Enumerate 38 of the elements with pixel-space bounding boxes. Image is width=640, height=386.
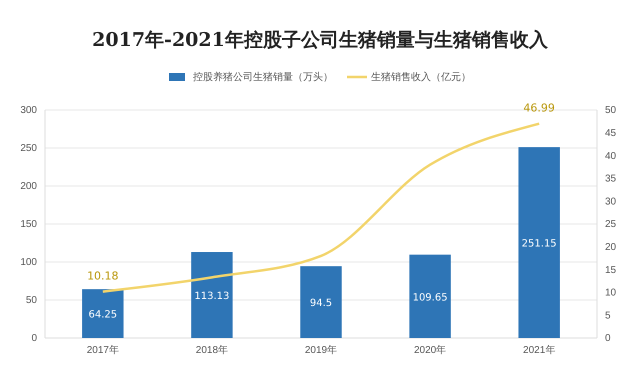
legend-label: 生猪销售收入（亿元） — [371, 71, 471, 83]
data-label: 64.25 — [88, 310, 118, 321]
x-tick-label: 2021年 — [523, 344, 556, 356]
y2-tick-label: 35 — [605, 174, 617, 185]
chart-title: 2017年-2021年控股子公司生猪销量与生猪销售收入 — [92, 29, 549, 51]
data-label: 251.15 — [522, 238, 557, 250]
bar — [300, 266, 342, 338]
x-tick-label: 2018年 — [196, 344, 228, 356]
y2-tick-label: 45 — [605, 128, 617, 139]
bar — [82, 289, 124, 338]
data-label: 10.18 — [87, 270, 119, 283]
y2-tick-label: 30 — [605, 196, 617, 208]
data-label: 94.5 — [310, 298, 332, 310]
y-tick-label: 250 — [20, 143, 38, 154]
y2-tick-label: 5 — [605, 310, 611, 322]
y2-tick-label: 15 — [605, 264, 617, 276]
legend-label: 控股养猪公司生猪销量（万头） — [193, 71, 333, 83]
x-tick-label: 2019年 — [304, 344, 338, 356]
bar — [518, 147, 560, 338]
y2-tick-label: 20 — [605, 242, 617, 253]
y-tick-label: 300 — [20, 105, 38, 116]
y-tick-label: 200 — [20, 181, 38, 192]
x-tick-label: 2017年 — [86, 344, 119, 356]
y2-tick-label: 50 — [605, 105, 617, 116]
data-label: 113.13 — [194, 291, 230, 302]
y-tick-label: 100 — [20, 257, 38, 268]
y2-tick-label: 10 — [605, 288, 617, 299]
bar — [191, 252, 233, 338]
y2-tick-label: 25 — [605, 219, 617, 230]
data-label: 109.65 — [412, 292, 448, 304]
y-tick-label: 50 — [26, 295, 38, 306]
y2-tick-label: 0 — [605, 333, 611, 344]
y-tick-label: 0 — [31, 333, 38, 344]
bar — [409, 254, 451, 338]
y-tick-label: 150 — [20, 219, 38, 230]
data-label: 46.99 — [523, 102, 555, 115]
y2-tick-label: 40 — [605, 150, 617, 162]
x-tick-label: 2020年 — [414, 344, 446, 356]
